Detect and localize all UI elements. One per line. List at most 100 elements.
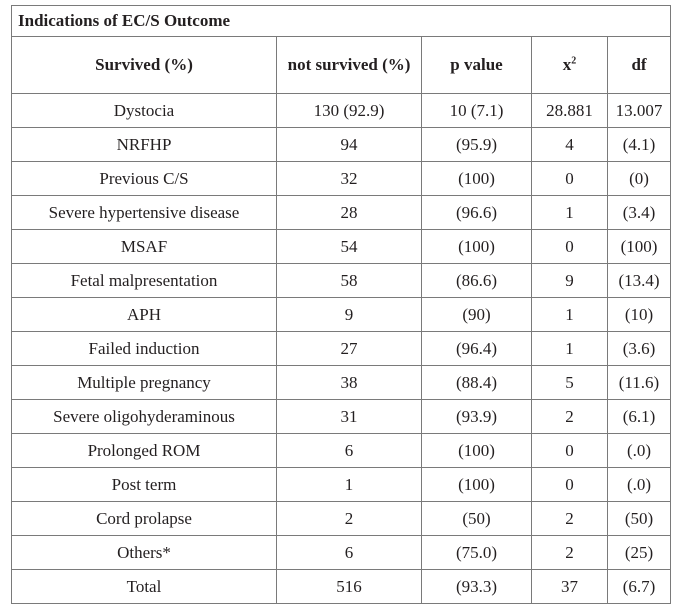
cell-indication: Cord prolapse bbox=[11, 501, 277, 536]
cell-not-survived: (75.0) bbox=[421, 535, 532, 570]
cell-p-value: 0 bbox=[531, 229, 608, 264]
cell-df: 13.007 bbox=[607, 93, 671, 128]
cell-p-value: 4 bbox=[531, 127, 608, 162]
header-df: df bbox=[607, 36, 671, 94]
table-row: Cord prolapse 2 (50) 2 (50) bbox=[11, 501, 671, 536]
cell-indication: Others* bbox=[11, 535, 277, 570]
cell-not-survived: (88.4) bbox=[421, 365, 532, 400]
cell-survived: 94 bbox=[276, 127, 422, 162]
table-row: Severe hypertensive disease 28 (96.6) 1 (3.4… bbox=[11, 195, 671, 230]
cell-p-value: 1 bbox=[531, 195, 608, 230]
cell-p-value: 28.881 bbox=[531, 93, 608, 128]
cell-df: (3.4) bbox=[607, 195, 671, 230]
cell-not-survived: (93.9) bbox=[421, 399, 532, 434]
cell-df: (100) bbox=[607, 229, 671, 264]
cell-df: (6.7) bbox=[607, 569, 671, 604]
cell-not-survived: (96.6) bbox=[421, 195, 532, 230]
table-row: Fetal malpresentation 58 (86.6) 9 (13.4) bbox=[11, 263, 671, 298]
header-not-survived: not survived (%) bbox=[276, 36, 422, 94]
cell-p-value: 37 bbox=[531, 569, 608, 604]
cell-survived: 6 bbox=[276, 433, 422, 468]
table-row: Dystocia 130 (92.9) 10 (7.1) 28.881 13.007 bbox=[11, 93, 671, 128]
cell-p-value: 1 bbox=[531, 297, 608, 332]
header-chi-square: x2 bbox=[531, 36, 608, 94]
cell-df: (50) bbox=[607, 501, 671, 536]
cell-df: (6.1) bbox=[607, 399, 671, 434]
cell-indication: Post term bbox=[11, 467, 277, 502]
header-survived: Survived (%) bbox=[11, 36, 277, 94]
table-row: Previous C/S 32 (100) 0 (0) bbox=[11, 161, 671, 196]
cell-indication: Multiple pregnancy bbox=[11, 365, 277, 400]
cell-indication: APH bbox=[11, 297, 277, 332]
cell-not-survived: (96.4) bbox=[421, 331, 532, 366]
table-row: Prolonged ROM 6 (100) 0 (.0) bbox=[11, 433, 671, 468]
cell-p-value: 2 bbox=[531, 399, 608, 434]
cell-survived: 28 bbox=[276, 195, 422, 230]
table-body: Dystocia 130 (92.9) 10 (7.1) 28.881 13.007 NR… bbox=[11, 93, 671, 604]
cell-df: (11.6) bbox=[607, 365, 671, 400]
cell-p-value: 2 bbox=[531, 535, 608, 570]
cell-indication: MSAF bbox=[11, 229, 277, 264]
cell-df: (25) bbox=[607, 535, 671, 570]
cell-df: (0) bbox=[607, 161, 671, 196]
indications-table: Indications of EC/S Outcome Survived (%)… bbox=[11, 5, 671, 604]
cell-indication: Total bbox=[11, 569, 277, 604]
cell-indication: Severe hypertensive disease bbox=[11, 195, 277, 230]
cell-not-survived: (90) bbox=[421, 297, 532, 332]
cell-not-survived: (100) bbox=[421, 229, 532, 264]
cell-p-value: 5 bbox=[531, 365, 608, 400]
cell-indication: Fetal malpresentation bbox=[11, 263, 277, 298]
cell-survived: 1 bbox=[276, 467, 422, 502]
cell-survived: 38 bbox=[276, 365, 422, 400]
cell-survived: 32 bbox=[276, 161, 422, 196]
table-row: Severe oligohyderaminous 31 (93.9) 2 (6.1) bbox=[11, 399, 671, 434]
cell-df: (.0) bbox=[607, 467, 671, 502]
cell-survived: 31 bbox=[276, 399, 422, 434]
cell-p-value: 0 bbox=[531, 467, 608, 502]
cell-survived: 6 bbox=[276, 535, 422, 570]
cell-survived: 130 (92.9) bbox=[276, 93, 422, 128]
cell-df: (.0) bbox=[607, 433, 671, 468]
cell-not-survived: 10 (7.1) bbox=[421, 93, 532, 128]
header-chi-square-label: x bbox=[562, 55, 572, 74]
cell-survived: 516 bbox=[276, 569, 422, 604]
cell-not-survived: (100) bbox=[421, 433, 532, 468]
table-row: Multiple pregnancy 38 (88.4) 5 (11.6) bbox=[11, 365, 671, 400]
cell-indication: Failed induction bbox=[11, 331, 277, 366]
cell-not-survived: (100) bbox=[421, 467, 532, 502]
cell-p-value: 9 bbox=[531, 263, 608, 298]
cell-survived: 27 bbox=[276, 331, 422, 366]
table-row: Failed induction 27 (96.4) 1 (3.6) bbox=[11, 331, 671, 366]
cell-not-survived: (100) bbox=[421, 161, 532, 196]
table-row: NRFHP 94 (95.9) 4 (4.1) bbox=[11, 127, 671, 162]
indications-table-container: Indications of EC/S Outcome Survived (%)… bbox=[11, 5, 671, 604]
cell-p-value: 0 bbox=[531, 161, 608, 196]
cell-df: (3.6) bbox=[607, 331, 671, 366]
cell-indication: Prolonged ROM bbox=[11, 433, 277, 468]
cell-not-survived: (50) bbox=[421, 501, 532, 536]
cell-survived: 2 bbox=[276, 501, 422, 536]
cell-df: (10) bbox=[607, 297, 671, 332]
cell-survived: 54 bbox=[276, 229, 422, 264]
cell-survived: 58 bbox=[276, 263, 422, 298]
cell-not-survived: (93.3) bbox=[421, 569, 532, 604]
cell-p-value: 0 bbox=[531, 433, 608, 468]
cell-indication: Dystocia bbox=[11, 93, 277, 128]
cell-survived: 9 bbox=[276, 297, 422, 332]
table-row: Post term 1 (100) 0 (.0) bbox=[11, 467, 671, 502]
cell-indication: Previous C/S bbox=[11, 161, 277, 196]
table-row: MSAF 54 (100) 0 (100) bbox=[11, 229, 671, 264]
table-row: APH 9 (90) 1 (10) bbox=[11, 297, 671, 332]
cell-df: (13.4) bbox=[607, 263, 671, 298]
cell-indication: Severe oligohyderaminous bbox=[11, 399, 277, 434]
cell-p-value: 1 bbox=[531, 331, 608, 366]
cell-not-survived: (86.6) bbox=[421, 263, 532, 298]
header-chi-square-superscript: 2 bbox=[571, 55, 577, 67]
cell-not-survived: (95.9) bbox=[421, 127, 532, 162]
table-row: Total 516 (93.3) 37 (6.7) bbox=[11, 569, 671, 604]
cell-df: (4.1) bbox=[607, 127, 671, 162]
header-p-value: p value bbox=[421, 36, 532, 94]
table-row: Others* 6 (75.0) 2 (25) bbox=[11, 535, 671, 570]
cell-indication: NRFHP bbox=[11, 127, 277, 162]
cell-p-value: 2 bbox=[531, 501, 608, 536]
